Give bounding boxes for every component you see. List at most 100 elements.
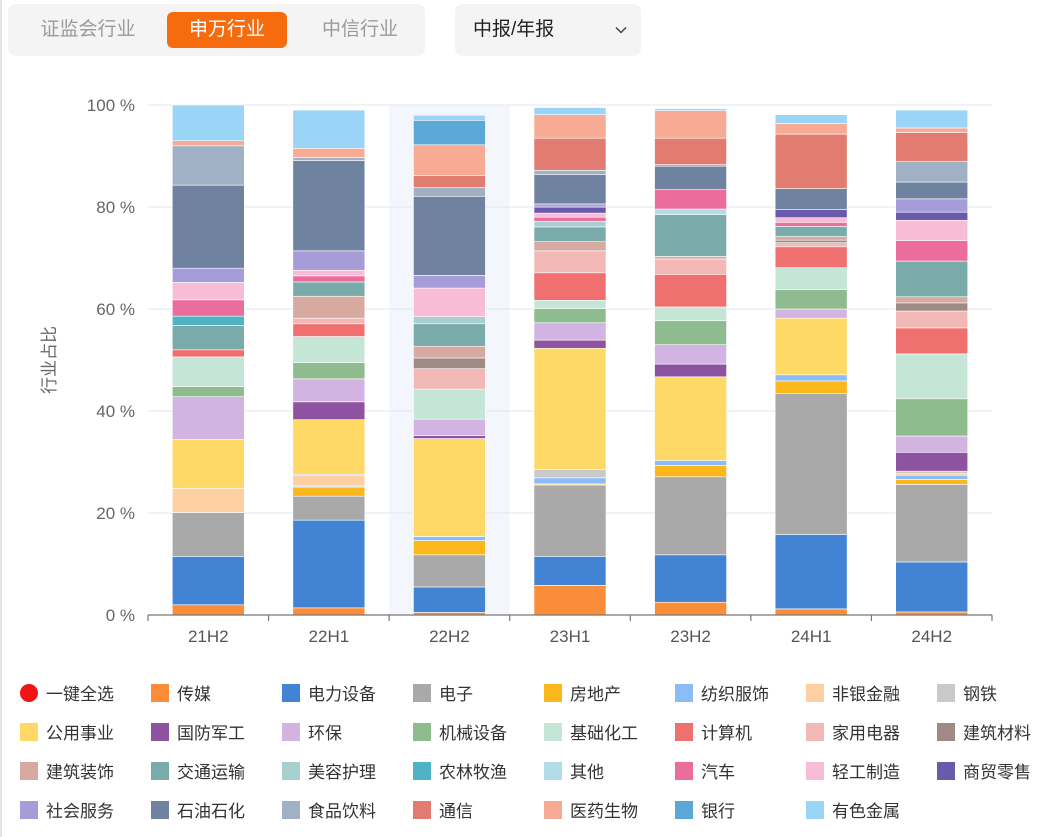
bar-segment[interactable]: [774, 246, 848, 268]
bar-segment[interactable]: [292, 336, 366, 363]
bar-segment[interactable]: [292, 148, 366, 158]
bar-segment[interactable]: [533, 216, 607, 222]
bar-segment[interactable]: [292, 378, 366, 403]
bar-segment[interactable]: [171, 512, 245, 557]
bar-segment[interactable]: [413, 345, 486, 359]
bar-segment[interactable]: [895, 132, 969, 162]
bar-segment[interactable]: [292, 401, 366, 420]
bar-segment[interactable]: [171, 439, 245, 489]
bar-segment[interactable]: [533, 206, 607, 214]
bar-segment[interactable]: [413, 435, 486, 439]
bar-segment[interactable]: [654, 274, 727, 308]
bar-segment[interactable]: [171, 356, 245, 387]
bar-segment[interactable]: [774, 123, 848, 135]
bar-segment[interactable]: [292, 323, 366, 337]
bar-segment[interactable]: [895, 240, 969, 262]
bar-segment[interactable]: [895, 353, 969, 400]
bar-segment[interactable]: [171, 604, 245, 616]
bar-segment[interactable]: [895, 398, 969, 437]
bar-segment[interactable]: [774, 317, 848, 376]
bar-segment[interactable]: [895, 260, 969, 298]
bar-segment[interactable]: [654, 306, 727, 322]
bar-segment[interactable]: [292, 362, 366, 380]
bar-segment[interactable]: [413, 554, 486, 588]
period-select[interactable]: 中报/年报: [455, 4, 641, 56]
legend-item[interactable]: 计算机: [675, 719, 806, 744]
bar-segment[interactable]: [171, 104, 245, 142]
bar-segment[interactable]: [292, 275, 366, 283]
legend-item[interactable]: 汽车: [675, 758, 806, 783]
bar-segment[interactable]: [533, 556, 607, 586]
legend-item[interactable]: 农林牧渔: [413, 758, 544, 783]
legend-item[interactable]: 通信: [413, 797, 544, 822]
legend-item[interactable]: 医药生物: [544, 797, 675, 822]
bar-segment[interactable]: [654, 208, 727, 215]
legend-item[interactable]: 纺织服饰: [675, 680, 806, 705]
bar-segment[interactable]: [654, 554, 727, 603]
bar-segment[interactable]: [774, 236, 848, 241]
bar-segment[interactable]: [171, 299, 245, 317]
bar-segment[interactable]: [774, 267, 848, 290]
bar-segment[interactable]: [292, 157, 366, 161]
bar-segment[interactable]: [895, 181, 969, 200]
bar-segment[interactable]: [895, 198, 969, 213]
bar-segment[interactable]: [533, 250, 607, 274]
bar-segment[interactable]: [533, 322, 607, 341]
bar-segment[interactable]: [413, 536, 486, 541]
legend-item[interactable]: 建筑材料: [937, 719, 1052, 744]
bar-segment[interactable]: [654, 465, 727, 478]
legend-item[interactable]: 社会服务: [20, 797, 151, 822]
bar-segment[interactable]: [413, 357, 486, 369]
bar-segment[interactable]: [895, 219, 969, 241]
bar-segment[interactable]: [171, 184, 245, 269]
bar-segment[interactable]: [292, 281, 366, 297]
bar-segment[interactable]: [292, 250, 366, 271]
bar-segment[interactable]: [292, 160, 366, 252]
bar-segment[interactable]: [895, 161, 969, 183]
bar-segment[interactable]: [413, 175, 486, 188]
bar-segment[interactable]: [171, 282, 245, 301]
bar-segment[interactable]: [533, 308, 607, 324]
legend-item[interactable]: 有色金属: [806, 797, 937, 822]
legend-item[interactable]: 建筑装饰: [20, 758, 151, 783]
bar-segment[interactable]: [774, 308, 848, 319]
tab-citic-industry[interactable]: 中信行业: [321, 19, 398, 40]
legend-item[interactable]: 公用事业: [20, 719, 151, 744]
bar-segment[interactable]: [895, 479, 969, 485]
bar-segment[interactable]: [895, 470, 969, 475]
bar-segment[interactable]: [413, 438, 486, 537]
bar-segment[interactable]: [533, 169, 607, 175]
bar-segment[interactable]: [533, 300, 607, 309]
legend-item[interactable]: 美容护理: [282, 758, 413, 783]
bar-segment[interactable]: [774, 222, 848, 227]
legend-item[interactable]: 非银金融: [806, 680, 937, 705]
legend-item[interactable]: 轻工制造: [806, 758, 937, 783]
bar-segment[interactable]: [533, 272, 607, 301]
bar-segment[interactable]: [654, 189, 727, 210]
bar-segment[interactable]: [654, 110, 727, 139]
bar-segment[interactable]: [413, 323, 486, 347]
bar-segment[interactable]: [774, 226, 848, 237]
bar-segment[interactable]: [171, 267, 245, 283]
bar-segment[interactable]: [654, 363, 727, 378]
legend-item[interactable]: 其他: [544, 758, 675, 783]
legend-item[interactable]: 电子: [413, 680, 544, 705]
bar-segment[interactable]: [413, 144, 486, 176]
legend-item[interactable]: 石油石化: [151, 797, 282, 822]
bar-segment[interactable]: [292, 607, 366, 616]
legend-item[interactable]: 环保: [282, 719, 413, 744]
bar-segment[interactable]: [654, 214, 727, 257]
bar-segment[interactable]: [774, 188, 848, 210]
bar-segment[interactable]: [774, 534, 848, 610]
bar-segment[interactable]: [292, 295, 366, 319]
bar-segment[interactable]: [774, 374, 848, 382]
bar-segment[interactable]: [654, 476, 727, 556]
bar-segment[interactable]: [533, 585, 607, 616]
bar-segment[interactable]: [171, 325, 245, 351]
bar-segment[interactable]: [774, 217, 848, 223]
bar-segment[interactable]: [533, 114, 607, 139]
legend-item[interactable]: 钢铁: [937, 680, 1052, 705]
legend-item[interactable]: 家用电器: [806, 719, 937, 744]
legend-item[interactable]: 国防军工: [151, 719, 282, 744]
bar-segment[interactable]: [533, 203, 607, 208]
